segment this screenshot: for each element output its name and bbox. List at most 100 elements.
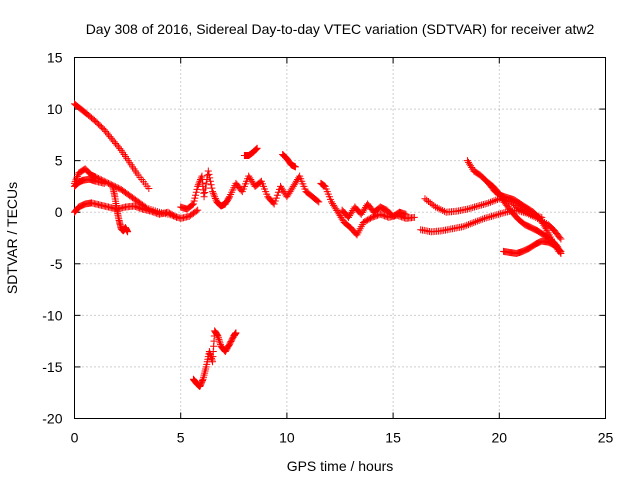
data-point <box>469 204 477 212</box>
data-point <box>492 196 500 204</box>
axis-ticks <box>74 57 606 419</box>
data-point <box>426 199 434 207</box>
data-point <box>197 174 205 182</box>
data-point <box>73 172 81 180</box>
data-point <box>465 221 473 229</box>
data-point <box>198 377 206 385</box>
data-point <box>439 206 447 214</box>
data-point <box>470 219 478 227</box>
data-point <box>192 191 200 199</box>
series-arc-i <box>317 179 418 239</box>
data-point <box>206 349 214 357</box>
y-tick-label: -15 <box>42 359 62 375</box>
series-arc-d <box>109 182 132 236</box>
data-point <box>484 213 492 221</box>
x-tick-label: 15 <box>385 430 401 446</box>
data-point <box>225 194 233 202</box>
data-point <box>496 210 504 218</box>
data-point <box>480 214 488 222</box>
data-point <box>116 145 124 153</box>
data-point <box>472 203 480 211</box>
x-tick-labels: 0 5 10 15 20 25 <box>71 430 614 446</box>
data-point <box>482 214 490 222</box>
data-point <box>463 205 471 213</box>
data-point <box>461 222 469 230</box>
data-point <box>490 197 498 205</box>
grid <box>74 57 606 419</box>
data-point <box>463 221 471 229</box>
x-tick-label: 5 <box>177 430 185 446</box>
data-point <box>489 212 497 220</box>
data-point <box>495 210 503 218</box>
data-point <box>194 181 202 189</box>
data-point <box>206 177 214 185</box>
data-point <box>423 196 431 204</box>
series-arc-c <box>71 199 180 221</box>
data-point <box>471 203 479 211</box>
data-point <box>430 202 438 210</box>
data-point <box>476 202 484 210</box>
data-point <box>556 234 564 242</box>
data-point <box>440 207 448 215</box>
data-point <box>192 188 200 196</box>
data-point <box>481 200 489 208</box>
data-point <box>188 201 196 209</box>
data-point <box>479 200 487 208</box>
data-point <box>214 334 222 342</box>
y-axis-title: SDTVAR / TECUs <box>4 182 20 294</box>
data-point <box>432 203 440 211</box>
series-arc-e <box>189 327 240 391</box>
y-tick-label: 15 <box>47 50 63 66</box>
data-point <box>73 174 81 182</box>
data-point <box>190 197 198 205</box>
series-arc-h <box>279 150 299 171</box>
data-point <box>478 201 486 209</box>
data-point <box>557 235 565 243</box>
data-point <box>189 200 197 208</box>
data-point <box>124 228 132 236</box>
data-point <box>493 211 501 219</box>
data-point <box>477 216 485 224</box>
y-tick-label: -20 <box>42 411 62 427</box>
data-point <box>541 223 549 231</box>
data-point <box>210 191 218 199</box>
data-point <box>556 246 564 254</box>
data-point <box>216 339 224 347</box>
data-point <box>488 212 496 220</box>
data-point <box>421 195 429 203</box>
data-point <box>204 167 212 175</box>
data-point <box>193 185 201 193</box>
data-point <box>271 197 279 205</box>
data-point <box>465 205 473 213</box>
data-point <box>475 216 483 224</box>
data-point <box>211 193 219 201</box>
data-point <box>208 356 216 364</box>
x-tick-label: 20 <box>492 430 508 446</box>
chart-title: Day 308 of 2016, Sidereal Day-to-day VTE… <box>86 21 595 37</box>
data-point <box>202 180 210 188</box>
series-arc-top <box>71 100 153 192</box>
data-point <box>211 194 219 202</box>
data-point <box>468 219 476 227</box>
data-point <box>291 163 299 171</box>
data-point <box>437 206 445 214</box>
data-point <box>213 330 221 338</box>
data-point <box>410 213 418 221</box>
y-tick-labels: -20 -15 -10 -5 0 5 10 15 <box>42 50 62 427</box>
data-point <box>486 198 494 206</box>
data-point <box>215 337 223 345</box>
data-point <box>500 209 508 217</box>
data-point <box>428 200 436 208</box>
data-point <box>172 213 180 221</box>
series-arc-o <box>500 237 565 257</box>
data-point <box>206 174 214 182</box>
data-point <box>557 247 565 255</box>
data-point <box>467 204 475 212</box>
data-point <box>272 194 280 202</box>
data-point <box>191 194 199 202</box>
data-point <box>209 188 217 196</box>
data-point <box>214 332 222 340</box>
data-point <box>435 205 443 213</box>
data-point <box>433 204 441 212</box>
